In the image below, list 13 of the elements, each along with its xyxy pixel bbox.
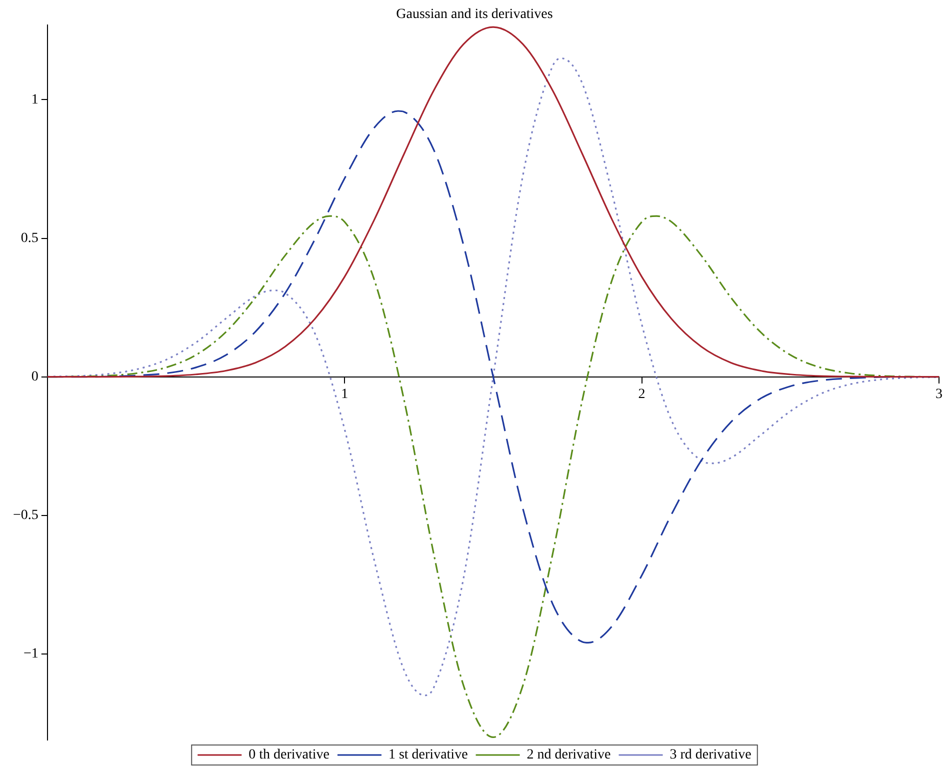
legend-label: 3 rd derivative — [670, 748, 752, 763]
y-tick-label: 0 — [31, 370, 38, 385]
x-tick-label: 1 — [341, 386, 348, 402]
legend-label: 2 nd derivative — [526, 748, 611, 763]
y-tick-label: −1 — [23, 646, 38, 662]
y-tick-label: 0.5 — [20, 230, 38, 246]
legend-label: 1 st derivative — [388, 748, 468, 763]
x-tick-label: 3 — [936, 386, 942, 402]
y-tick-label: 1 — [31, 92, 38, 108]
y-tick-label: −0.5 — [12, 508, 38, 524]
x-tick-label: 2 — [638, 386, 646, 402]
legend-label: 0 th derivative — [248, 748, 330, 763]
chart-title: Gaussian and its derivatives — [396, 7, 553, 22]
